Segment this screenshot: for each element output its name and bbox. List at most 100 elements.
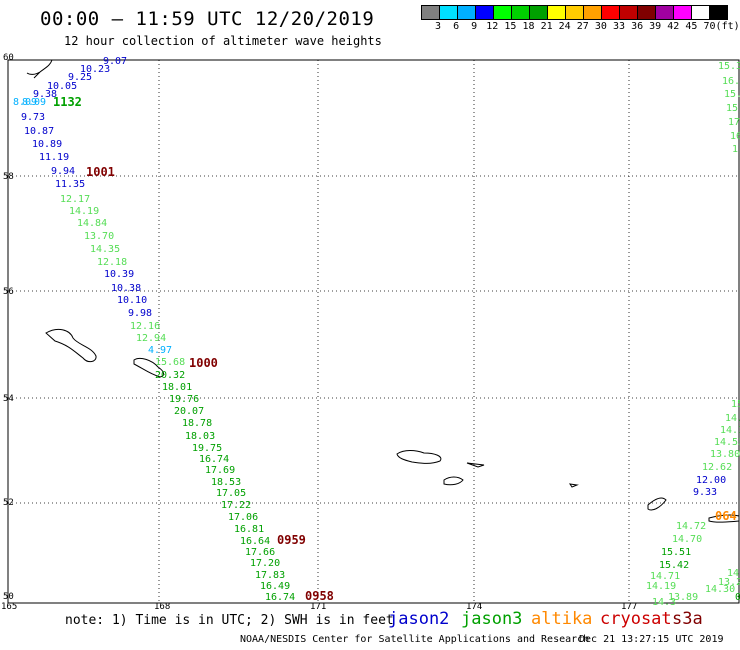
wave-height-value: 9.07 [103,56,128,67]
wave-height-value: 17.05 [216,488,247,499]
wave-height-value: 16.49 [260,581,291,592]
wave-height-value: 8.09 [22,97,47,108]
wave-height-value: 14.3 [652,597,677,608]
wave-height-value: 18.78 [182,418,213,429]
color-scale-label: 70 [703,21,716,32]
wave-height-value: 14.35 [90,244,121,255]
color-scale-label: 12 [486,21,499,32]
wave-height-value: 17.69 [205,465,236,476]
wave-height-value: 12.00 [696,475,727,486]
wave-height-value: 14.70 [672,534,703,545]
wave-height-value: 15.68 [155,357,186,368]
wave-height-value: 20.32 [155,370,186,381]
wave-height-value: 14.53 [714,437,740,448]
latitude-label: 50 [3,592,14,602]
wave-height-value: 12.18 [97,257,128,268]
wave-height-value: 10.23 [80,64,111,75]
wave-height-value: 14 [727,568,740,579]
pass-time: 0958 [305,589,334,603]
longitude-label: 168 [154,602,171,612]
wave-height-value: 15. [726,103,740,114]
pass-time: 1001 [86,165,115,179]
wave-height-value: 15.51 [661,547,692,558]
map-title: 00:00 – 11:59 UTC 12/20/2019 [40,8,375,30]
color-scale-label: 33 [612,21,626,32]
wave-height-value: 17.22 [221,500,252,511]
wave-height-value: 16.81 [234,524,265,535]
island-small-1 [443,476,464,486]
wave-height-value: 13.2 [718,577,740,588]
wave-height-value: 18.53 [211,477,242,488]
wave-height-value: 10.10 [117,295,148,306]
credit-text: NOAA/NESDIS Center for Satellite Applica… [240,634,590,645]
island-unimak [45,328,97,363]
wave-height-value: 19.76 [169,394,200,405]
latitude-label: 58 [3,172,14,182]
satellite-legend-altika: altika [531,609,593,629]
coastlines [26,59,740,523]
color-scale-label: 27 [576,21,589,32]
wave-height-value: 13.89 [668,592,699,603]
wave-height-value: 17.20 [250,558,281,569]
wave-height-value: 9.94 [51,166,76,177]
island-small-3 [568,483,579,488]
wave-height-value: 9.33 [693,487,718,498]
color-scale-label: 3 [434,21,442,32]
coastline-top-left [26,59,53,79]
longitude-label: 165 [1,602,18,612]
color-scale-label: 9 [471,21,478,32]
wave-height-value: 12.62 [702,462,733,473]
color-scale-label: 42 [667,21,680,32]
color-scale-label: (ft) [715,21,740,32]
wave-height-value: 10.87 [24,126,55,137]
wave-height-value: 11.19 [39,152,70,163]
island-small-2 [466,462,485,468]
latitude-label: 60 [3,53,14,63]
latitude-label: 54 [3,394,14,404]
pass-time: 0959 [277,533,306,547]
wave-height-value: 16.4 [722,76,740,87]
lat-lon-grid [8,60,739,603]
wave-height-value: 16.74 [265,592,296,603]
wave-height-value: 16.64 [240,536,271,547]
pass-time: 1132 [53,95,82,109]
generation-timestamp: Dec 21 13:27:15 UTC 2019 [579,634,724,645]
wave-height-value: 17.66 [245,547,276,558]
satellite-legend-jason3: jason3 [461,609,523,629]
satellite-legend-s3a: s3a [672,609,703,629]
wave-height-value: 18.03 [185,431,216,442]
color-swatch [709,5,728,20]
wave-height-value: 12.94 [136,333,167,344]
wave-height-value: 9.38 [33,89,58,100]
wave-height-value: 9.73 [21,112,46,123]
wave-height-value: 13.80 [710,449,740,460]
color-scale-label: 45 [685,21,698,32]
color-scale-label: 39 [649,21,662,32]
wave-height-value: 17.83 [255,570,286,581]
longitude-label: 171 [310,602,327,612]
wave-height-value: 14.19 [646,581,677,592]
color-scale-labels: 3 6 9 12 15 18 21 24 27 30 33 36 39 42 45 70 (ft) [421,21,740,33]
wave-height-value: 14.19 [69,206,100,217]
wave-height-value: 17 [728,117,740,128]
wave-height-value: 14.30 [705,584,736,595]
wave-height-value: 13.70 [84,231,115,242]
wave-height-value: 15.3 [718,61,740,72]
wave-height-value: 12.17 [60,194,91,205]
wave-height-value: 14. [725,413,740,424]
wave-height-value: 14.71 [650,571,681,582]
wave-height-value: 15 [731,399,740,410]
wave-height-value: 9.25 [68,72,93,83]
longitude-label: 177 [621,602,638,612]
satellite-legend-jason2: jason2 [388,609,450,629]
color-scale-label: 24 [558,21,571,32]
wave-height-value: 1. [732,144,740,155]
wave-height-value: 18.01 [162,382,193,393]
pass-time: 1000 [189,356,218,370]
wave-height-value: 14.72 [676,521,707,532]
color-scale-label: 6 [453,21,460,32]
island-sanak [133,357,165,378]
wave-height-value: 16 [730,131,740,142]
color-scale-label: 36 [631,21,644,32]
wave-height-value: 16.74 [199,454,230,465]
